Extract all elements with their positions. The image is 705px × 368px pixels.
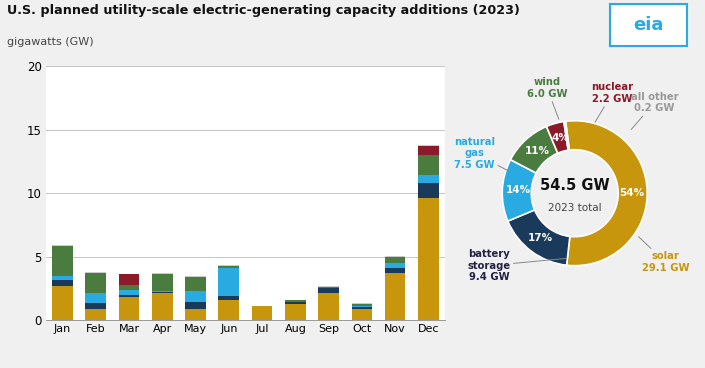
- Bar: [318, 288, 339, 294]
- Bar: [385, 273, 405, 320]
- Bar: [318, 287, 339, 288]
- Bar: [418, 146, 439, 155]
- Text: 54%: 54%: [619, 188, 644, 198]
- Bar: [152, 294, 173, 320]
- Bar: [185, 277, 206, 291]
- Bar: [418, 145, 439, 146]
- Bar: [252, 306, 272, 320]
- Bar: [118, 290, 140, 296]
- Text: gigawatts (GW): gigawatts (GW): [7, 37, 94, 47]
- Bar: [219, 296, 239, 300]
- Bar: [385, 257, 405, 263]
- Text: U.S. planned utility-scale electric-generating capacity additions (2023): U.S. planned utility-scale electric-gene…: [7, 4, 520, 17]
- Bar: [85, 272, 106, 273]
- Bar: [52, 286, 73, 320]
- Bar: [219, 265, 239, 266]
- Text: solar
29.1 GW: solar 29.1 GW: [639, 237, 689, 273]
- Bar: [418, 155, 439, 175]
- Bar: [285, 302, 306, 304]
- Bar: [85, 293, 106, 303]
- Bar: [152, 291, 173, 292]
- Bar: [219, 266, 239, 268]
- Text: 54.5 GW: 54.5 GW: [540, 178, 610, 194]
- Bar: [85, 273, 106, 293]
- Text: eia: eia: [633, 16, 664, 34]
- Text: 17%: 17%: [527, 233, 553, 243]
- Bar: [318, 294, 339, 320]
- Bar: [219, 268, 239, 296]
- Bar: [52, 245, 73, 246]
- Bar: [318, 286, 339, 287]
- Bar: [219, 300, 239, 320]
- Bar: [85, 303, 106, 309]
- Bar: [385, 268, 405, 273]
- Wedge shape: [510, 127, 558, 173]
- Text: 4%: 4%: [552, 134, 570, 144]
- Bar: [185, 291, 206, 302]
- Text: natural
gas
7.5 GW: natural gas 7.5 GW: [454, 137, 510, 171]
- Bar: [285, 304, 306, 320]
- Text: nuclear
2.2 GW: nuclear 2.2 GW: [591, 82, 634, 122]
- Wedge shape: [564, 121, 569, 150]
- Bar: [185, 302, 206, 309]
- Bar: [118, 296, 140, 297]
- Bar: [352, 306, 372, 308]
- Bar: [418, 198, 439, 320]
- Bar: [418, 183, 439, 198]
- Bar: [418, 175, 439, 183]
- Bar: [352, 304, 372, 306]
- Bar: [152, 273, 173, 291]
- Bar: [385, 263, 405, 268]
- Wedge shape: [546, 121, 568, 153]
- Bar: [352, 303, 372, 304]
- Bar: [385, 256, 405, 257]
- Bar: [85, 309, 106, 320]
- Bar: [52, 246, 73, 276]
- Text: battery
storage
9.4 GW: battery storage 9.4 GW: [467, 249, 566, 282]
- Bar: [152, 292, 173, 294]
- Bar: [352, 308, 372, 309]
- Text: 14%: 14%: [505, 185, 531, 195]
- Bar: [118, 285, 140, 290]
- Bar: [252, 305, 272, 306]
- Bar: [185, 276, 206, 277]
- Bar: [352, 309, 372, 320]
- Bar: [52, 276, 73, 280]
- Bar: [118, 275, 140, 285]
- Bar: [185, 309, 206, 320]
- Text: wind
6.0 GW: wind 6.0 GW: [527, 77, 568, 119]
- Text: 11%: 11%: [525, 146, 550, 156]
- Bar: [118, 297, 140, 320]
- Wedge shape: [508, 210, 570, 265]
- Bar: [52, 280, 73, 286]
- Bar: [118, 274, 140, 275]
- Bar: [285, 300, 306, 302]
- Text: 2023 total: 2023 total: [548, 203, 601, 213]
- Wedge shape: [502, 160, 537, 221]
- Text: all other
0.2 GW: all other 0.2 GW: [631, 92, 678, 130]
- Wedge shape: [565, 121, 647, 266]
